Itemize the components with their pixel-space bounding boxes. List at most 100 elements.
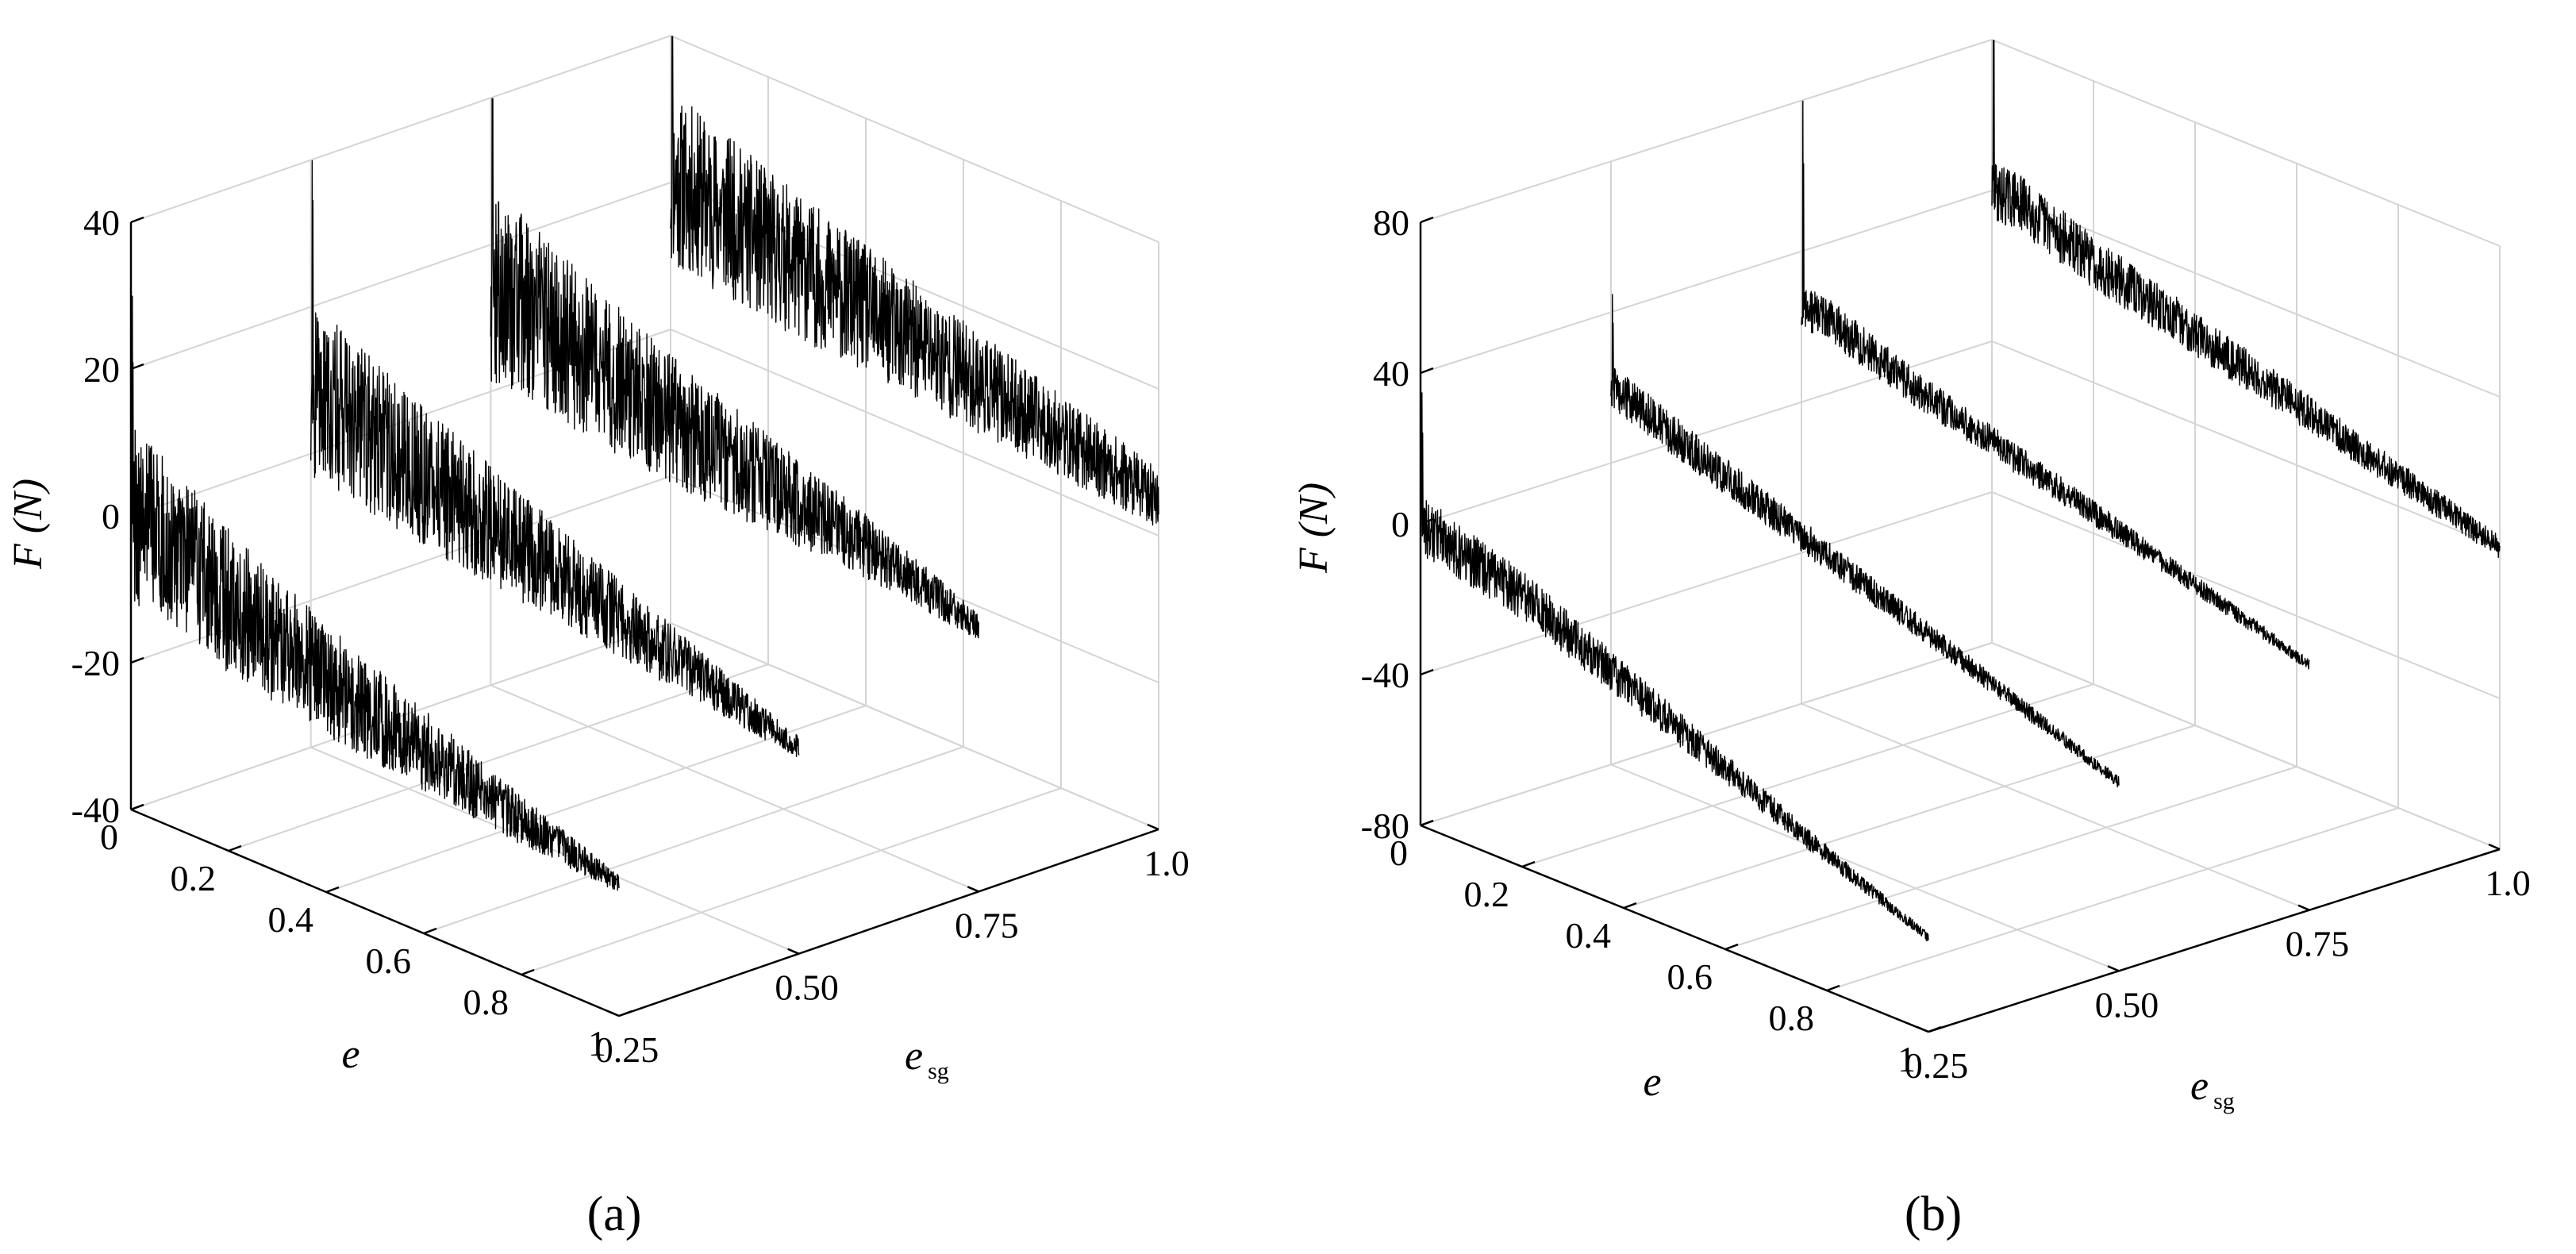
panel-a-esg-tick bbox=[1147, 823, 1159, 831]
panel-b-esg-tick-label: 1.0 bbox=[2485, 863, 2531, 903]
panel-a-floor-eline bbox=[521, 787, 1062, 975]
panel-b-series-line bbox=[1610, 294, 2120, 788]
panel-b-floor-esgline bbox=[1801, 702, 2310, 911]
panel-a-floor-esgline bbox=[670, 622, 1159, 830]
panel-b-floor-eline bbox=[1826, 807, 2399, 991]
panel-a-esg-axis bbox=[618, 828, 1159, 1017]
panel-a-z-tick bbox=[130, 216, 144, 224]
panel-a-zlabel-sub: sg bbox=[928, 1058, 949, 1084]
panel-b-z-tick bbox=[1420, 517, 1434, 525]
panel-b-floor-esgline bbox=[1991, 642, 2501, 850]
panel-b-e-tick-label: 0.2 bbox=[1464, 874, 1510, 914]
panel-b-e-tick-label: 0 bbox=[1390, 833, 1408, 873]
panel-a-floor-eline bbox=[423, 746, 964, 934]
panel-b-backwall-zline bbox=[1420, 39, 1993, 223]
panel-b-series-line bbox=[1801, 100, 2310, 670]
panel-b-e-tick bbox=[1724, 943, 1739, 951]
panel-b-e-tick-label: 1 bbox=[1897, 1039, 1916, 1079]
panel-b-e-tick bbox=[1826, 984, 1840, 992]
panel-b-z-tick bbox=[1420, 367, 1434, 375]
panel-b-z-tick-label: -80 bbox=[1361, 806, 1409, 846]
panel-a-backwall-zline bbox=[130, 475, 671, 664]
panel-b-series-line bbox=[1991, 40, 2501, 559]
panel-b-z-tick bbox=[1420, 216, 1434, 224]
panel-a-series-line bbox=[130, 295, 620, 891]
panel-b-z-tick bbox=[1420, 668, 1434, 676]
panel-b-e-tick-label: 0.8 bbox=[1769, 998, 1815, 1038]
panel-a-series-line bbox=[310, 160, 800, 757]
panel-b-esg-tick-label: 0.50 bbox=[2095, 984, 2159, 1025]
panel-a-xlabel: e bbox=[341, 1032, 359, 1077]
panel-a-esg-tick bbox=[607, 1010, 620, 1017]
panel-b-esg-tick bbox=[2488, 843, 2501, 851]
panel-b-e-axis bbox=[1420, 824, 1929, 1033]
panel-b-z-tick-label: 0 bbox=[1391, 504, 1409, 544]
panel-b-zlabel-main: e bbox=[2190, 1064, 2209, 1109]
panel-a-esg-tick-label: 0.50 bbox=[775, 967, 839, 1008]
panel-b-z-tick-label: 80 bbox=[1373, 202, 1409, 243]
panel-a-z-tick-label: -40 bbox=[71, 790, 120, 830]
panel-a-series-line bbox=[670, 36, 1159, 526]
panel-a-label: (a) bbox=[587, 1187, 642, 1241]
panel-a-e-tick-label: 1 bbox=[588, 1023, 606, 1064]
panel-b-backwall-zline bbox=[1420, 491, 1993, 675]
panel-a-backwall-zline bbox=[130, 35, 671, 223]
panel-b-esg-tick bbox=[2297, 904, 2310, 911]
panel-b-rightwall-zline bbox=[1991, 39, 2501, 247]
panel-a-e-tick bbox=[325, 886, 340, 894]
panel-b-floor-esgline bbox=[1610, 764, 2120, 972]
panel-a-e-tick-label: 0.4 bbox=[268, 899, 314, 940]
panel-b-ylabel: F (N) bbox=[1291, 483, 1336, 574]
panel-a-zlabel: e sg bbox=[905, 1033, 949, 1084]
panel-a-z-tick-label: 0 bbox=[102, 496, 120, 537]
panel-a-e-tick-label: 0.2 bbox=[171, 858, 217, 898]
panel-a-z-tick bbox=[130, 656, 144, 664]
panel-a-esg-tick-label: 0.75 bbox=[955, 905, 1019, 945]
panel-a-zlabel-main: e bbox=[905, 1033, 923, 1079]
panel-b-z-tick-label: 40 bbox=[1373, 353, 1409, 394]
panel-a-e-tick bbox=[521, 968, 535, 976]
panel-b-label: (b) bbox=[1905, 1187, 1962, 1241]
panel-b-rightwall-zline bbox=[1991, 491, 2501, 699]
panel-b-esg-tick bbox=[2107, 965, 2120, 972]
panel-b-floor-eline bbox=[1420, 642, 1993, 826]
panel-b-zlabel: e sg bbox=[2190, 1064, 2235, 1114]
panel-a-z-tick bbox=[130, 363, 144, 371]
panel-b-floor-eline bbox=[1724, 766, 2297, 950]
panel-a-floor-esgline bbox=[310, 746, 800, 955]
panel-b-xlabel: e bbox=[1643, 1060, 1661, 1105]
panel-b-e-tick-label: 0.6 bbox=[1667, 956, 1713, 997]
panel-b-backwall-zline bbox=[1420, 190, 1993, 374]
panel-a-e-tick bbox=[423, 927, 437, 935]
panel-a-e-axis bbox=[130, 808, 620, 1017]
panel-b-esg-axis bbox=[1928, 848, 2501, 1033]
panel-b-e-tick bbox=[1928, 1025, 1942, 1033]
panel-a-z-tick-label: -20 bbox=[71, 643, 120, 683]
panel-b-rightwall-zline bbox=[1991, 340, 2501, 548]
panel-a-floor-esgline bbox=[490, 684, 979, 893]
panel-a-series-line bbox=[490, 98, 979, 639]
panel-b-e-tick bbox=[1623, 902, 1637, 910]
panel-a-e-tick-label: 0.6 bbox=[366, 940, 412, 981]
panel-a-z-tick-label: 40 bbox=[83, 202, 120, 243]
panel-b-series-line bbox=[1420, 392, 1929, 942]
panel-b-e-tick bbox=[1420, 819, 1434, 827]
panel-a-chart: 40200-20-4000.20.40.60.810.250.500.751.0… bbox=[6, 35, 1190, 1241]
panel-a-e-tick-label: 0.8 bbox=[463, 982, 509, 1022]
panel-b-z-tick-label: -40 bbox=[1361, 655, 1409, 695]
panel-a-ylabel: F (N) bbox=[6, 479, 51, 570]
panel-b-e-tick-label: 0.4 bbox=[1566, 915, 1612, 956]
panel-a-esg-tick-label: 0.25 bbox=[595, 1029, 659, 1070]
panel-a-rightwall-zline bbox=[670, 35, 1159, 243]
panel-b-esg-tick bbox=[1917, 1025, 1929, 1033]
panel-a-rightwall-zline bbox=[670, 329, 1159, 537]
panel-b-backwall-zline bbox=[1420, 340, 1993, 525]
panel-a-esg-tick-label: 1.0 bbox=[1144, 843, 1190, 883]
panel-b-esg-tick-label: 0.75 bbox=[2286, 924, 2350, 964]
panel-a-e-tick bbox=[130, 803, 144, 811]
panel-b-e-tick bbox=[1521, 860, 1536, 868]
panel-a-esg-tick bbox=[787, 948, 800, 955]
